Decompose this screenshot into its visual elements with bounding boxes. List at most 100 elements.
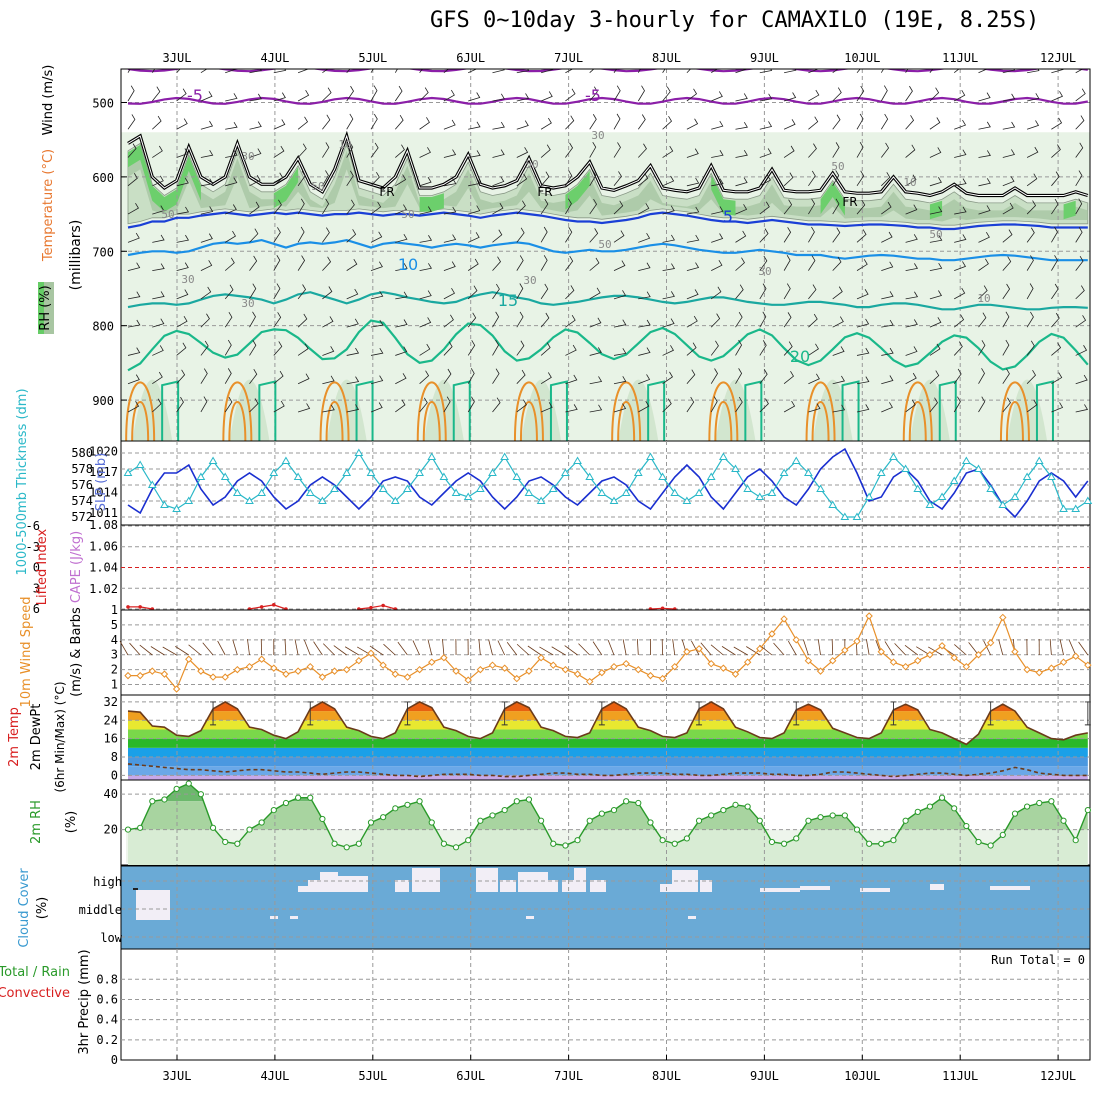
rh-point bbox=[404, 801, 411, 808]
wind-tick-label: 2 bbox=[111, 663, 118, 677]
upper-wind-barb bbox=[322, 227, 330, 243]
upper-wind-barb bbox=[929, 343, 941, 356]
wind-speed-point bbox=[525, 667, 533, 675]
temp-warm-contour bbox=[325, 401, 344, 441]
upper-wind-barb bbox=[638, 374, 651, 385]
upper-wind-barb bbox=[1051, 226, 1058, 243]
rh-point bbox=[331, 840, 338, 847]
upper-wind-barb bbox=[249, 201, 260, 215]
surface-wind-barb bbox=[369, 645, 384, 656]
upper-wind-barb bbox=[297, 343, 309, 356]
rh-90-shade bbox=[273, 167, 299, 209]
upper-wind-barb bbox=[370, 375, 384, 385]
upper-wind-barb bbox=[370, 231, 383, 243]
thickness-point bbox=[1059, 504, 1068, 512]
thickness-point bbox=[366, 468, 376, 476]
upper-wind-barb bbox=[419, 290, 432, 300]
upper-wind-barb bbox=[1026, 200, 1037, 215]
wind-speed-point bbox=[160, 670, 169, 678]
upper-wind-barb bbox=[686, 262, 700, 272]
bottom-date-label: 6JUL bbox=[456, 1069, 485, 1083]
upper-wind-barb bbox=[759, 311, 767, 328]
thickness-point bbox=[208, 456, 218, 464]
rh-contour-label: 30 bbox=[523, 274, 536, 287]
surface-wind-barb bbox=[284, 639, 287, 656]
upper-wind-barb bbox=[468, 121, 481, 130]
wind-speed-point bbox=[743, 658, 752, 666]
surface-wind-barb bbox=[1049, 639, 1052, 656]
wind-speed-point bbox=[646, 671, 655, 680]
upper-wind-barb bbox=[783, 227, 792, 243]
rh-point bbox=[270, 807, 277, 814]
rh-point bbox=[295, 794, 302, 801]
thickness-point bbox=[293, 472, 303, 480]
upper-wind-barb bbox=[395, 204, 407, 215]
rh-point bbox=[1072, 837, 1079, 844]
upper-wind-barb bbox=[808, 284, 817, 300]
rh-point bbox=[173, 785, 180, 792]
lifted-index-line bbox=[128, 606, 153, 610]
upper-wind-barb bbox=[1051, 312, 1060, 328]
upper-wind-barb bbox=[468, 150, 481, 158]
upper-wind-barb bbox=[370, 142, 379, 158]
upper-wind-barb bbox=[735, 230, 747, 243]
rh-point bbox=[465, 837, 472, 844]
rh-point bbox=[951, 805, 958, 812]
surface-wind-barb bbox=[333, 645, 347, 656]
wind-speed-point bbox=[1084, 661, 1092, 669]
upper-wind-barb bbox=[1027, 93, 1040, 102]
thickness-point bbox=[621, 488, 631, 496]
upper-wind-barbs bbox=[127, 69, 1089, 413]
wind-speed-point bbox=[209, 673, 217, 681]
rh-point bbox=[124, 826, 132, 833]
chart-title: GFS 0~10day 3-hourly for CAMAXILO (19E, … bbox=[430, 8, 1040, 33]
wind-speed-point bbox=[245, 662, 254, 671]
upper-wind-barb bbox=[686, 234, 700, 243]
upper-wind-barb bbox=[176, 206, 190, 215]
surface-wind-barb bbox=[539, 646, 554, 656]
upper-wind-barb bbox=[905, 204, 918, 215]
upper-wind-barb bbox=[322, 375, 335, 385]
upper-wind-barb bbox=[200, 206, 214, 215]
slp-tick-label: 1017 bbox=[89, 465, 118, 479]
wind-speed-point bbox=[707, 659, 715, 668]
upper-wind-barb bbox=[152, 145, 163, 158]
upper-wind-barb bbox=[516, 120, 529, 130]
upper-wind-barb bbox=[1051, 342, 1062, 356]
upper-wind-barb bbox=[516, 200, 526, 215]
upper-wind-barb bbox=[540, 198, 549, 215]
upper-wind-barb bbox=[322, 256, 332, 271]
thickness-point bbox=[475, 484, 485, 492]
wind-speed-point bbox=[148, 667, 157, 675]
upper-wind-barb bbox=[370, 85, 378, 102]
upper-wind-barb bbox=[152, 234, 165, 243]
upper-wind-barb bbox=[856, 170, 865, 187]
upper-wind-barb bbox=[346, 288, 359, 300]
temp-band bbox=[128, 757, 1088, 767]
upper-wind-barb bbox=[565, 88, 576, 102]
upper-wind-barb bbox=[759, 228, 769, 243]
upper-wind-barb bbox=[978, 178, 991, 187]
wind-speed-point bbox=[391, 670, 400, 678]
upper-wind-barb bbox=[686, 177, 700, 187]
upper-wind-barb bbox=[856, 289, 869, 300]
wind-speed-point bbox=[610, 662, 618, 671]
upper-wind-barb bbox=[1027, 69, 1040, 74]
cloud-clear-patch bbox=[298, 886, 308, 892]
upper-wind-barb bbox=[710, 396, 718, 413]
surface-wind-barb bbox=[247, 639, 250, 656]
rh-point bbox=[866, 840, 873, 847]
upper-wind-barb bbox=[735, 396, 743, 413]
upper-wind-barb bbox=[978, 312, 987, 328]
wind-speed-point bbox=[1035, 668, 1043, 677]
upper-wind-barb bbox=[832, 316, 844, 328]
thickness-point bbox=[573, 456, 582, 464]
cloud-clear-patch bbox=[990, 886, 1030, 890]
upper-wind-barb bbox=[759, 93, 773, 102]
upper-wind-barb bbox=[637, 114, 646, 130]
thickness-tick-label: 576 bbox=[71, 478, 93, 492]
upper-wind-barb bbox=[443, 206, 457, 215]
thickness-point bbox=[1010, 492, 1020, 500]
upper-wind-barb bbox=[200, 149, 214, 158]
surface-wind-barb bbox=[578, 643, 590, 656]
